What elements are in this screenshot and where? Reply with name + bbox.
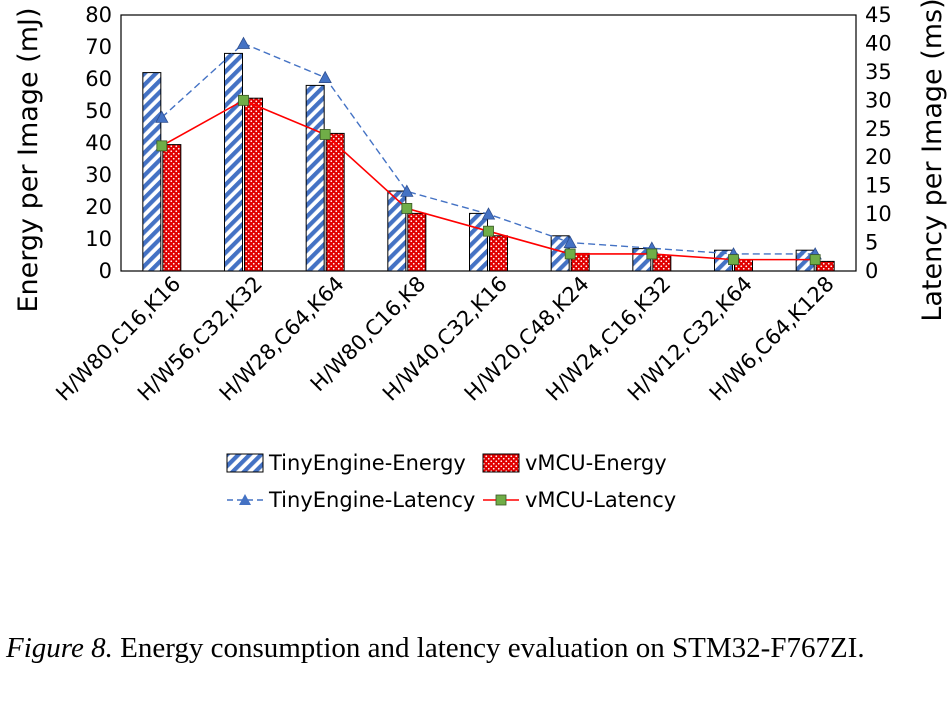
y2-tick-label: 20	[865, 145, 892, 169]
y2-tick-label: 35	[865, 60, 892, 84]
point-vmcu-latency	[401, 203, 413, 214]
point-vmcu-latency	[238, 94, 249, 106]
y-tick-label: 0	[99, 259, 112, 283]
y-axis-title: Energy per Image (mJ)	[13, 7, 44, 312]
point-tinyengine-latency	[481, 207, 496, 220]
y-tick-label: 10	[85, 227, 112, 251]
bar-tinyengine-energy	[469, 212, 488, 272]
y2-tick-label: 5	[865, 231, 878, 255]
y2-tick-label: 30	[865, 88, 892, 112]
caption-label: Figure 8.	[6, 632, 113, 664]
y2-axis-title: Latency per Image (ms)	[917, 0, 948, 322]
bar-vmcu-energy	[244, 97, 263, 272]
y2-tick-label: 15	[865, 174, 892, 198]
bar-vmcu-energy	[407, 212, 427, 272]
bar-tinyengine-energy	[142, 72, 162, 272]
legend-swatch-vmcu-energy	[482, 453, 520, 473]
y2-tick-label: 45	[865, 3, 892, 27]
bar-vmcu-energy	[815, 260, 835, 272]
point-tinyengine-latency	[155, 110, 169, 123]
point-tinyengine-latency	[563, 235, 577, 248]
legend-label: vMCU-Energy	[525, 451, 667, 475]
y-tick-label: 20	[85, 195, 112, 219]
caption-text: Energy consumption and latency evaluatio…	[112, 632, 865, 664]
bar-tinyengine-energy	[305, 84, 325, 272]
y-tick-label: 80	[85, 3, 112, 27]
figure-caption: Figure 8. Energy consumption and latency…	[6, 630, 946, 667]
point-vmcu-latency	[564, 248, 576, 260]
legend-marker-square	[495, 494, 507, 506]
point-vmcu-latency	[319, 129, 331, 140]
bar-vmcu-energy	[325, 132, 345, 272]
point-vmcu-latency	[156, 140, 168, 152]
y2-tick-label: 10	[865, 202, 892, 226]
y2-tick-label: 40	[865, 31, 892, 55]
point-vmcu-latency	[646, 248, 658, 260]
bar-tinyengine-energy	[224, 52, 243, 272]
point-vmcu-latency	[483, 225, 494, 237]
plot-area	[120, 14, 857, 272]
y-tick-label: 60	[85, 67, 112, 91]
bar-vmcu-energy	[162, 144, 182, 272]
legend-swatch-tinyengine-energy	[226, 453, 264, 473]
legend-marker-triangle	[239, 494, 251, 505]
point-tinyengine-latency	[236, 36, 251, 49]
point-vmcu-latency	[809, 254, 821, 266]
point-vmcu-latency	[728, 254, 739, 266]
legend-label: TinyEngine-Latency	[268, 488, 475, 512]
point-tinyengine-latency	[318, 70, 332, 83]
bar-tinyengine-energy	[387, 190, 407, 272]
y-tick-label: 40	[85, 131, 112, 155]
bar-vmcu-energy	[489, 235, 508, 272]
point-tinyengine-latency	[400, 184, 414, 197]
legend-label: vMCU-Latency	[525, 488, 676, 512]
legend-label: TinyEngine-Energy	[268, 451, 466, 475]
y-tick-label: 70	[85, 35, 112, 59]
y2-tick-label: 0	[865, 259, 878, 283]
y-tick-label: 50	[85, 99, 112, 123]
y-tick-label: 30	[85, 163, 112, 187]
y2-tick-label: 25	[865, 117, 892, 141]
